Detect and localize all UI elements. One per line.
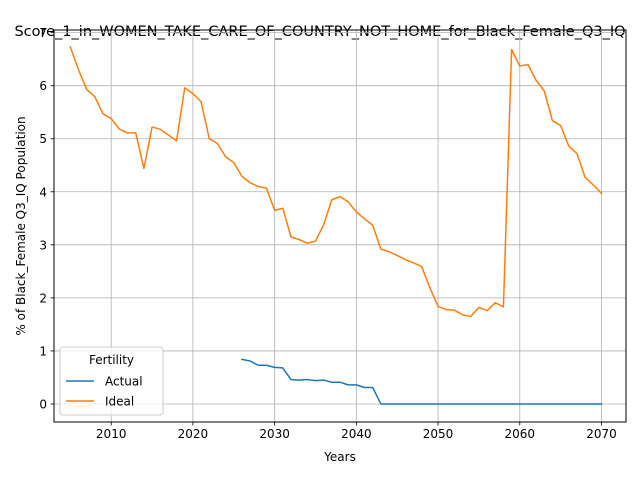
- grid: [54, 30, 626, 422]
- series-line-actual: [241, 358, 603, 405]
- axes-frame: [53, 29, 627, 423]
- chart-title: Score_1_in_WOMEN_TAKE_CARE_OF_COUNTRY_NO…: [14, 24, 625, 40]
- y-axis-label: % of Black_Female Q3_IQ Population: [14, 116, 28, 335]
- y-tick-label: 7: [39, 26, 47, 40]
- y-tick-label: 0: [39, 397, 47, 411]
- x-axis-ticks: 2010 2020 2030 2040 2050 2060 2070: [96, 422, 617, 441]
- x-tick-label: 2030: [259, 427, 290, 441]
- legend-box: [59, 346, 164, 416]
- legend-label-actual: Actual: [105, 375, 143, 389]
- x-tick-label: 2050: [423, 427, 454, 441]
- series-line-ideal: [69, 46, 603, 318]
- x-tick-label: 2010: [96, 427, 127, 441]
- y-tick-label: 4: [39, 185, 47, 199]
- y-tick-label: 3: [39, 238, 47, 252]
- y-tick-label: 2: [39, 291, 47, 305]
- legend: Fertility Actual Ideal: [59, 346, 164, 416]
- y-tick-label: 6: [39, 79, 47, 93]
- legend-label-ideal: Ideal: [105, 395, 134, 409]
- y-axis-ticks: 0 1 2 3 4 5 6 7: [39, 26, 54, 411]
- legend-title: Fertility: [89, 353, 134, 367]
- y-tick-label: 5: [39, 132, 47, 146]
- x-axis-label: Years: [323, 450, 356, 464]
- x-tick-label: 2060: [504, 427, 535, 441]
- x-tick-label: 2020: [178, 427, 209, 441]
- x-tick-label: 2070: [586, 427, 617, 441]
- series-layer: [69, 46, 603, 405]
- y-tick-label: 1: [39, 344, 47, 358]
- x-tick-label: 2040: [341, 427, 372, 441]
